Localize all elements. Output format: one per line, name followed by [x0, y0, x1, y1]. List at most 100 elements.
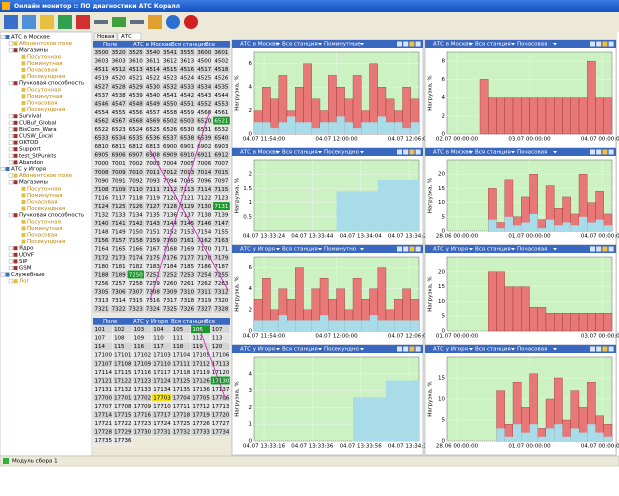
button[interactable]: [130, 20, 144, 24]
button[interactable]: [112, 17, 126, 27]
button[interactable]: [166, 15, 180, 29]
header-button[interactable]: [403, 41, 409, 47]
header-button[interactable]: [409, 246, 415, 252]
tree-item[interactable]: Посуточная: [27, 54, 61, 60]
selector-period[interactable]: Поминутные: [324, 42, 361, 48]
dropdown-arrow[interactable]: [276, 43, 280, 46]
dropdown-arrow[interactable]: [553, 151, 557, 154]
selector-source[interactable]: АТС у Игоря: [240, 347, 275, 353]
header-button[interactable]: [590, 41, 595, 47]
selector-source[interactable]: АТС в Москве: [433, 150, 472, 156]
table-cell[interactable]: [210, 427, 231, 437]
selector-period[interactable]: Посекундно: [324, 150, 359, 156]
tree-item[interactable]: Почасовая: [27, 101, 57, 107]
tree-item[interactable]: Пучковая способность: [19, 81, 84, 87]
expander[interactable]: [8, 180, 13, 185]
tree-item[interactable]: CUSW_Local: [19, 134, 53, 140]
table-header-cell[interactable]: Все: [205, 42, 216, 48]
table-header-cell[interactable]: Все: [205, 319, 216, 325]
header-button[interactable]: [590, 149, 595, 155]
header-button[interactable]: [602, 41, 608, 47]
header-button[interactable]: [397, 149, 402, 155]
expander[interactable]: [8, 279, 13, 284]
tree-item[interactable]: Abandon: [19, 160, 44, 166]
tab[interactable]: [93, 32, 118, 41]
header-button[interactable]: [409, 346, 415, 352]
expander[interactable]: [8, 114, 13, 119]
expander[interactable]: [8, 120, 13, 125]
dropdown-arrow[interactable]: [553, 348, 557, 351]
header-button[interactable]: [596, 149, 602, 155]
dropdown-arrow[interactable]: [511, 248, 515, 251]
header-button[interactable]: [397, 246, 402, 252]
selector-source[interactable]: АТС в Москве: [240, 42, 279, 48]
tree-item[interactable]: test_StPunkts: [19, 153, 56, 159]
table-header-cell[interactable]: АТС у Игоря: [133, 319, 168, 325]
dropdown-arrow[interactable]: [469, 248, 473, 251]
dropdown-arrow[interactable]: [360, 43, 364, 46]
header-button[interactable]: [602, 246, 608, 252]
selector-period[interactable]: Почасовая: [517, 347, 547, 353]
selector-period[interactable]: Почасовая: [517, 247, 547, 253]
dropdown-arrow[interactable]: [318, 43, 322, 46]
selector-scope[interactable]: Вся станция: [475, 247, 511, 253]
selector-period[interactable]: Поминутно: [324, 247, 357, 253]
dropdown-arrow[interactable]: [276, 151, 280, 154]
expander[interactable]: [8, 160, 13, 165]
table-header-cell[interactable]: АТС в Москве: [133, 42, 172, 48]
header-button[interactable]: [608, 41, 614, 47]
dropdown-arrow[interactable]: [318, 348, 322, 351]
expander[interactable]: [8, 127, 13, 132]
expander[interactable]: [8, 153, 13, 158]
tree-item[interactable]: Ядро: [19, 246, 34, 252]
tree-item[interactable]: Служебные: [11, 272, 45, 278]
selector-scope[interactable]: Вся станция: [475, 42, 511, 48]
tree-item[interactable]: GSM: [19, 266, 32, 272]
header-button[interactable]: [590, 246, 595, 252]
selector-source[interactable]: АТС в Москве: [240, 150, 279, 156]
dropdown-arrow[interactable]: [469, 151, 473, 154]
header-button[interactable]: [415, 246, 421, 252]
selector-scope[interactable]: Вся станция: [475, 347, 511, 353]
dropdown-arrow[interactable]: [318, 151, 322, 154]
button[interactable]: [4, 15, 18, 29]
tree-item[interactable]: Survival: [19, 114, 42, 120]
header-button[interactable]: [602, 346, 608, 352]
expander[interactable]: [8, 213, 13, 218]
selector-source[interactable]: АТС у Игоря: [433, 247, 468, 253]
selector-scope[interactable]: Вся станция: [475, 150, 511, 156]
header-button[interactable]: [608, 246, 614, 252]
tree-item[interactable]: АТС у Игоря: [11, 167, 46, 173]
header-button[interactable]: [397, 346, 402, 352]
expander[interactable]: [8, 173, 13, 178]
table-header-cell[interactable]: Поле: [103, 42, 118, 48]
dropdown-arrow[interactable]: [553, 43, 557, 46]
header-button[interactable]: [397, 41, 402, 47]
dropdown-arrow[interactable]: [276, 248, 280, 251]
expander[interactable]: [0, 167, 5, 171]
selector-source[interactable]: АТС в Москве: [433, 42, 472, 48]
expander[interactable]: [8, 147, 13, 152]
header-button[interactable]: [596, 41, 602, 47]
expander[interactable]: [8, 41, 13, 46]
selector-period[interactable]: Посекундно: [324, 347, 359, 353]
selector-scope[interactable]: Вся станция: [282, 247, 318, 253]
expander[interactable]: [8, 140, 13, 145]
dropdown-arrow[interactable]: [511, 151, 515, 154]
tree-item[interactable]: Поминутная: [27, 226, 63, 232]
expander[interactable]: [8, 246, 13, 251]
expander[interactable]: [0, 35, 5, 39]
tree-item[interactable]: OKTOD: [19, 140, 38, 146]
dropdown-arrow[interactable]: [360, 348, 364, 351]
tree-item[interactable]: Почасовая: [27, 200, 57, 206]
header-button[interactable]: [403, 149, 409, 155]
tree-item[interactable]: Посуточная: [27, 87, 61, 93]
table-cell[interactable]: [212, 304, 231, 314]
button[interactable]: [76, 15, 90, 29]
tree-item[interactable]: Пучковая способность: [19, 213, 84, 219]
selector-scope[interactable]: Вся станция: [282, 150, 318, 156]
dropdown-arrow[interactable]: [360, 248, 364, 251]
dropdown-arrow[interactable]: [469, 43, 473, 46]
tree-item[interactable]: Support: [19, 147, 42, 153]
dropdown-arrow[interactable]: [318, 248, 322, 251]
